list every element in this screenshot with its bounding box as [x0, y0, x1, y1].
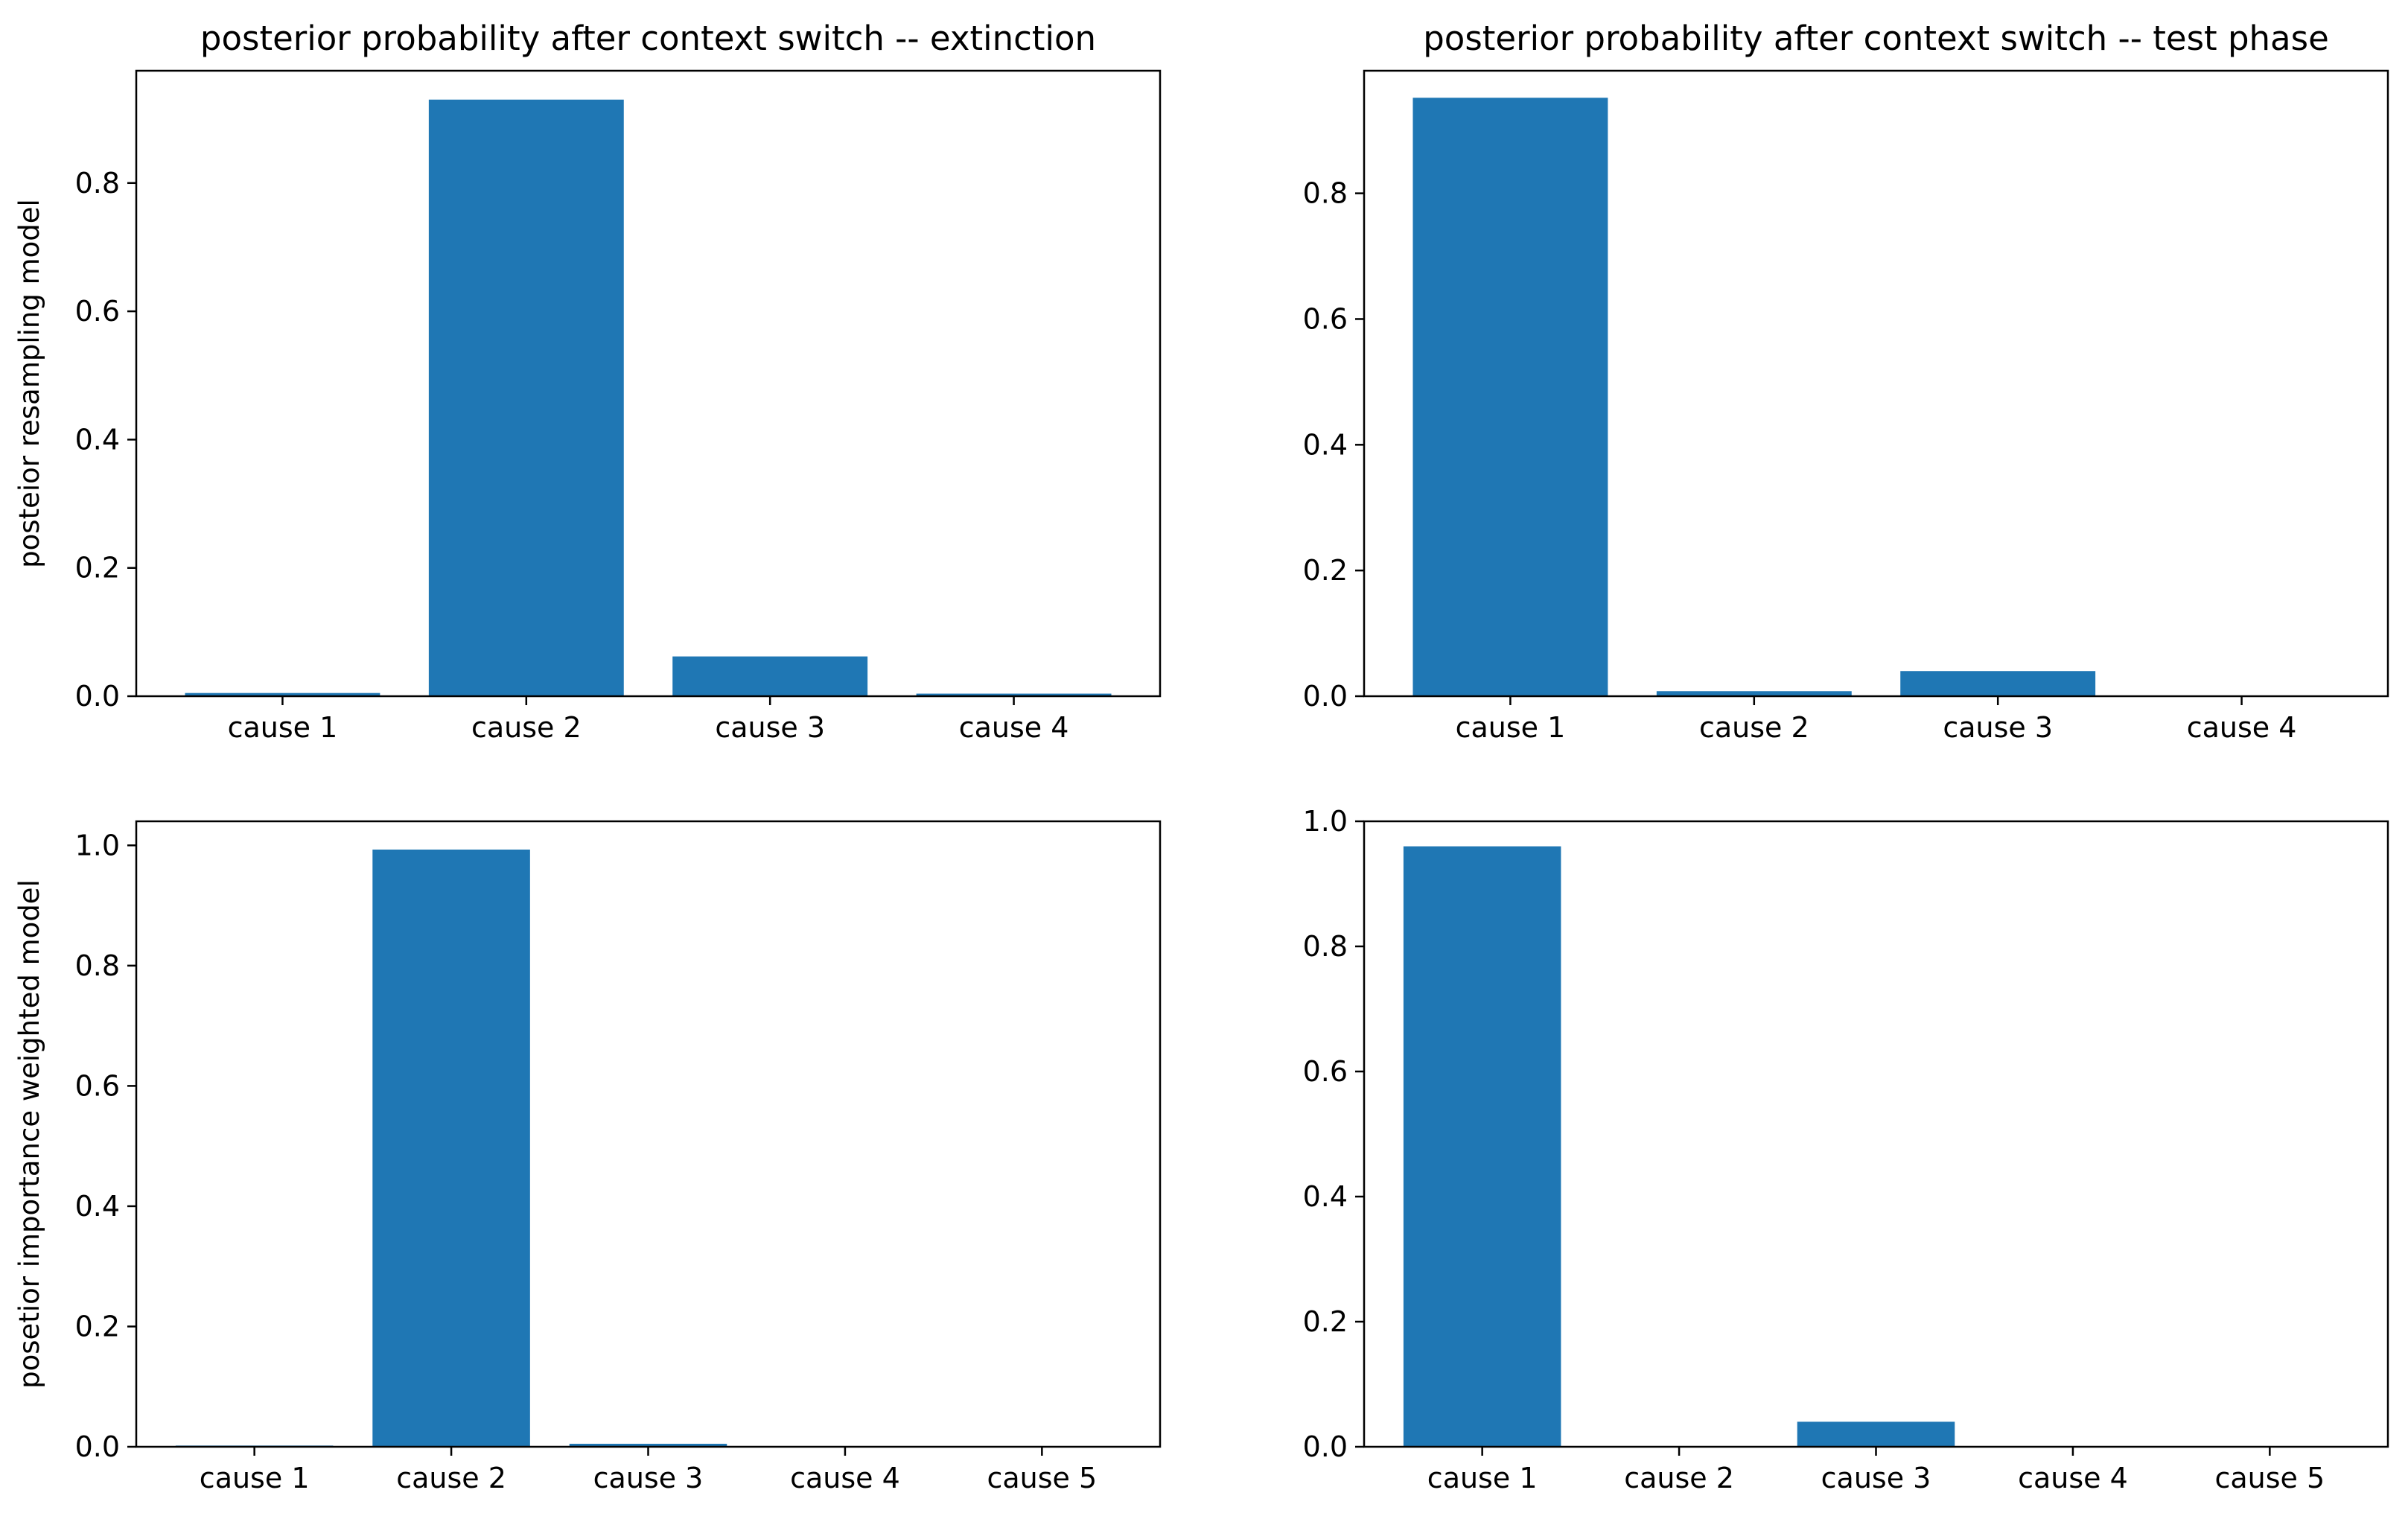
x-tick-label: cause 4 — [2187, 711, 2297, 744]
x-tick-label: cause 1 — [228, 711, 338, 744]
y-tick-label: 0.6 — [1303, 1055, 1348, 1088]
x-tick-label: cause 3 — [715, 711, 825, 744]
y-tick-label: 0.6 — [75, 295, 120, 328]
y-tick-label: 0.4 — [75, 423, 120, 456]
x-tick-label: cause 2 — [1699, 711, 1809, 744]
x-tick-label: cause 4 — [2018, 1462, 2128, 1494]
bar-cause-2 — [428, 99, 624, 696]
x-tick-label: cause 3 — [593, 1462, 704, 1494]
y-tick-label: 0.2 — [75, 552, 120, 585]
bar-cause-3 — [672, 656, 868, 696]
x-tick-label: cause 3 — [1821, 1462, 1931, 1494]
x-tick-label: cause 1 — [200, 1462, 310, 1494]
axes-frame — [135, 69, 1162, 698]
bar-cause-3 — [569, 1443, 727, 1447]
bar-cause-1 — [185, 692, 380, 696]
x-tick-label: cause 2 — [471, 711, 582, 744]
y-axis-label: posetior importance weighted model — [13, 879, 45, 1389]
y-tick-label: 0.2 — [1303, 554, 1348, 587]
x-tick-label: cause 1 — [1427, 1462, 1538, 1494]
y-tick-label: 0.6 — [1303, 302, 1348, 335]
x-tick-label: cause 4 — [959, 711, 1069, 744]
chart-panel-4: cause 1 cause 2 cause 3 cause 4 cause 5 0.0 0.… — [1303, 805, 2389, 1494]
x-tick-label: cause 5 — [2214, 1462, 2325, 1494]
x-tick-label: cause 2 — [396, 1462, 506, 1494]
x-tick-label: cause 5 — [987, 1462, 1097, 1494]
y-tick-label: 0.8 — [1303, 177, 1348, 210]
bar-cause-3 — [1797, 1421, 1955, 1447]
bar-cause-3 — [1900, 671, 2096, 696]
bar-cause-2 — [372, 849, 530, 1447]
y-tick-label: 1.0 — [1303, 805, 1348, 838]
y-tick-label: 0.0 — [1303, 1430, 1348, 1463]
y-tick-label: 0.4 — [1303, 428, 1348, 461]
y-tick-label: 0.8 — [75, 949, 120, 982]
y-tick-label: 0.4 — [1303, 1180, 1348, 1213]
y-tick-label: 0.2 — [1303, 1305, 1348, 1338]
y-tick-label: 0.2 — [75, 1310, 120, 1343]
y-tick-label: 0.6 — [75, 1069, 120, 1102]
x-tick-label: cause 4 — [790, 1462, 900, 1494]
bar-cause-1 — [1412, 98, 1608, 696]
y-tick-label: 0.8 — [1303, 930, 1348, 963]
x-tick-label: cause 3 — [1943, 711, 2053, 744]
chart-title: posterior probability after context swit… — [1423, 19, 2329, 58]
y-tick-label: 0.4 — [75, 1190, 120, 1223]
y-tick-label: 0.0 — [1303, 680, 1348, 713]
chart-panel-3: cause 1 cause 2 cause 3 cause 4 cause 5 0.0 0.… — [13, 820, 1162, 1494]
y-tick-label: 0.8 — [75, 167, 120, 200]
y-tick-label: 1.0 — [75, 829, 120, 862]
bar-cause-1 — [1403, 846, 1561, 1447]
chart-panel-2: cause 1 cause 2 cause 3 cause 4 0.0 0.2 0.4 0.6… — [1303, 19, 2389, 744]
x-tick-label: cause 2 — [1624, 1462, 1734, 1494]
chart-title: posterior probability after context swit… — [200, 19, 1096, 58]
y-tick-label: 0.0 — [75, 1430, 120, 1463]
y-axis-label: posteior resampling model — [13, 199, 45, 568]
y-tick-label: 0.0 — [75, 680, 120, 713]
axes-frame — [1363, 69, 2389, 698]
x-tick-label: cause 1 — [1456, 711, 1566, 744]
chart-panel-1: cause 1 cause 2 cause 3 cause 4 0.0 0.2 0.4 0.6… — [13, 19, 1162, 744]
bar-cause-2 — [1656, 691, 1852, 696]
bar-cause-4 — [916, 693, 1112, 696]
axes-frame — [135, 820, 1162, 1448]
